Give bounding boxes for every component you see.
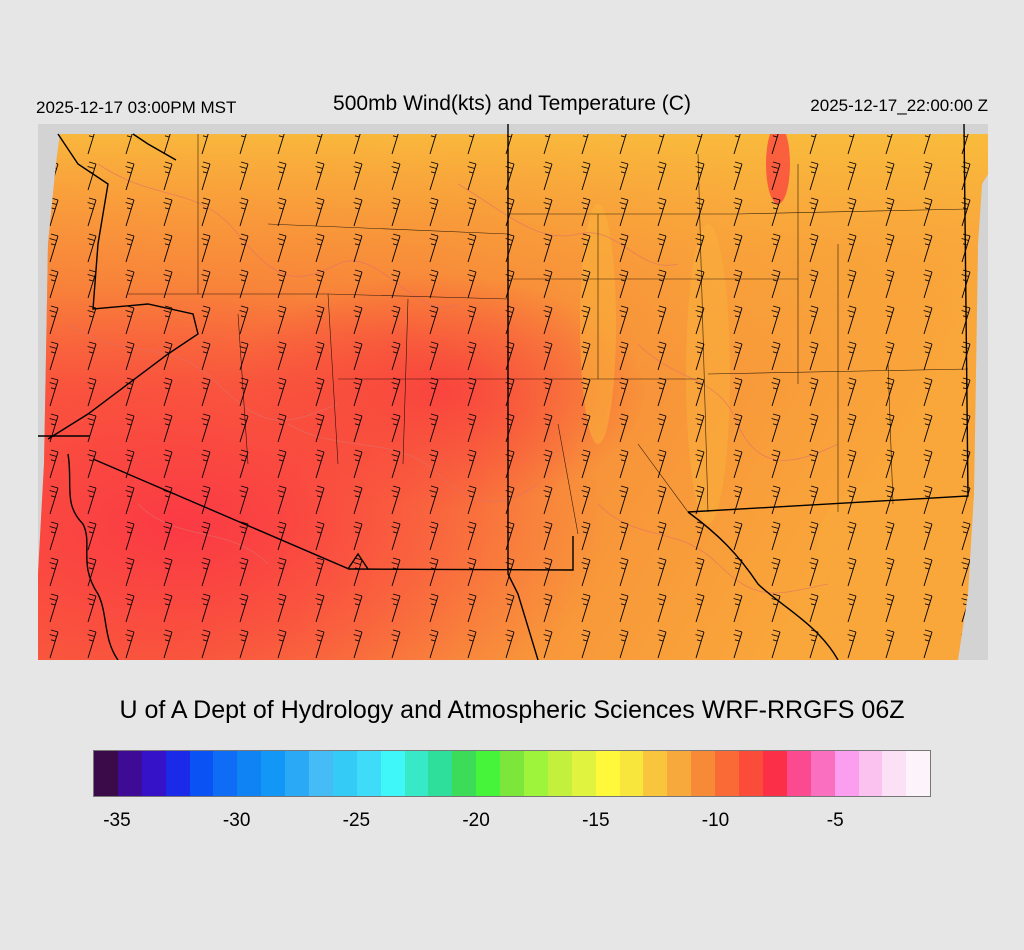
colorbar-swatch xyxy=(476,751,501,796)
colorbar-swatch xyxy=(667,751,692,796)
colorbar-swatch xyxy=(715,751,740,796)
colorbar-swatch xyxy=(309,751,333,796)
valid-time-utc: 2025-12-17_22:00:00 Z xyxy=(810,96,988,115)
colorbar-swatch xyxy=(404,751,429,796)
colorbar-swatch xyxy=(189,751,214,796)
colorbar-swatch xyxy=(643,751,668,796)
colorbar-swatch xyxy=(428,751,453,796)
colorbar-swatch xyxy=(595,751,620,796)
colorbar-swatch xyxy=(786,751,811,796)
colorbar-swatch xyxy=(547,751,572,796)
colorbar-tick-label: -35 xyxy=(103,810,131,831)
map-title: 500mb Wind(kts) and Temperature (C) xyxy=(333,92,691,115)
colorbar-swatch xyxy=(237,751,262,796)
colorbar-swatch xyxy=(452,751,477,796)
model-credit: U of A Dept of Hydrology and Atmospheric… xyxy=(119,696,905,724)
colorbar-swatch xyxy=(356,751,381,796)
colorbar-swatch xyxy=(94,751,118,796)
colorbar-swatch xyxy=(261,751,286,796)
colorbar-swatch xyxy=(524,751,548,796)
colorbar-swatch xyxy=(500,751,525,796)
colorbar-tick-label: -20 xyxy=(462,810,490,831)
colorbar-swatch xyxy=(141,751,166,796)
temperature-colorbar xyxy=(93,750,931,797)
colorbar-tick-label: -15 xyxy=(582,810,610,831)
colorbar-tick-label: -30 xyxy=(222,810,251,831)
colorbar-swatch xyxy=(810,751,835,796)
colorbar-tick-label: -5 xyxy=(826,810,844,831)
colorbar-swatch xyxy=(834,751,859,796)
colorbar-tick-label: -10 xyxy=(701,810,730,831)
colorbar-swatch xyxy=(213,751,238,796)
map-canvas xyxy=(38,124,988,660)
colorbar-tick-label: -25 xyxy=(342,810,371,831)
colorbar-swatch xyxy=(571,751,596,796)
colorbar-swatch xyxy=(691,751,716,796)
colorbar-swatch xyxy=(882,751,907,796)
colorbar-swatch xyxy=(165,751,190,796)
colorbar-swatch xyxy=(906,751,931,796)
colorbar-swatch xyxy=(762,751,787,796)
valid-time-local: 2025-12-17 03:00PM MST xyxy=(36,98,237,117)
colorbar-swatch xyxy=(117,751,142,796)
colorbar-swatch xyxy=(285,751,310,796)
colorbar-swatch xyxy=(619,751,644,796)
colorbar-swatch xyxy=(380,751,405,796)
colorbar-swatch xyxy=(332,751,357,796)
colorbar-swatch xyxy=(739,751,763,796)
colorbar-swatch xyxy=(858,751,883,796)
temperature-wind-map xyxy=(38,124,988,660)
colorbar-ticks: -35 -30 -25 -20 -15 -10 -5 xyxy=(0,810,1024,840)
